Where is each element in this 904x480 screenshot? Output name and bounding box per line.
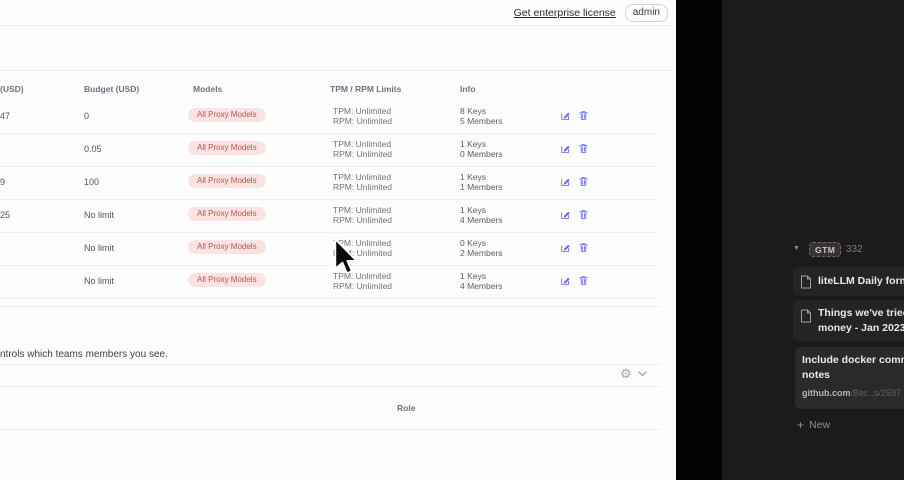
delete-team-icon[interactable] <box>578 242 589 253</box>
limits-cell: TPM: Unlimited RPM: Unlimited <box>333 238 393 258</box>
delete-team-icon[interactable] <box>578 143 589 154</box>
table-row: No limit All Proxy Models TPM: Unlimited… <box>0 265 660 299</box>
info-cell: 1 Keys 4 Members <box>460 271 503 291</box>
delete-team-icon[interactable] <box>578 110 589 121</box>
spend-value: 25 <box>0 210 11 220</box>
note-title: liteLLM Daily forma <box>818 275 904 287</box>
document-icon <box>801 275 811 289</box>
budget-value: 100 <box>84 177 100 187</box>
col-header-spend: (USD) <box>0 84 24 94</box>
table-row: 25 No limit All Proxy Models TPM: Unlimi… <box>0 199 660 233</box>
gtm-group-count: 332 <box>846 244 863 255</box>
info-cell: 1 Keys 1 Members <box>460 172 503 192</box>
section-settings-row: ⚙ <box>620 367 647 380</box>
edit-team-icon[interactable] <box>560 143 571 154</box>
col-header-limits: TPM / RPM Limits <box>330 84 402 94</box>
edit-team-icon[interactable] <box>560 242 571 253</box>
window-gutter <box>676 0 722 480</box>
table-row: 47 0 All Proxy Models TPM: Unlimited RPM:… <box>0 100 660 134</box>
limits-cell: TPM: Unlimited RPM: Unlimited <box>333 139 393 159</box>
info-cell: 1 Keys 0 Members <box>460 139 503 159</box>
row-divider <box>0 429 660 430</box>
collapse-triangle-icon[interactable]: ▼ <box>793 245 800 252</box>
admin-user-button[interactable]: admin <box>624 3 668 22</box>
edit-team-icon[interactable] <box>560 275 571 286</box>
budget-value: 0.05 <box>84 144 102 154</box>
notes-side-panel: ▼ GTM 332 liteLLM Daily forma Things we'… <box>722 0 904 480</box>
table-row: 0.05 All Proxy Models TPM: Unlimited RPM:… <box>0 133 660 167</box>
budget-value: No limit <box>84 276 115 286</box>
models-badge: All Proxy Models <box>188 207 266 221</box>
note-link[interactable]: github.com/Ber...s/2597 <box>802 388 902 398</box>
plus-icon: + <box>797 418 805 432</box>
gtm-group-badge[interactable]: GTM <box>809 242 842 257</box>
section-divider <box>0 386 660 387</box>
edit-team-icon[interactable] <box>560 176 571 187</box>
models-badge: All Proxy Models <box>188 240 266 254</box>
role-column-header: Role <box>397 403 416 413</box>
col-header-info: Info <box>460 84 476 94</box>
table-row: No limit All Proxy Models TPM: Unlimited… <box>0 232 660 266</box>
note-title: Things we've tried <box>818 307 904 319</box>
note-card[interactable]: liteLLM Daily forma <box>793 267 904 296</box>
admin-dashboard-page: Get enterprise license admin (USD) Budge… <box>0 0 676 430</box>
col-header-models: Models <box>193 84 223 94</box>
new-note-button[interactable]: + New <box>797 419 830 431</box>
col-header-budget: Budget (USD) <box>84 84 140 94</box>
team-filter-note: ntrols which teams members you see. <box>0 349 168 360</box>
spend-value: 9 <box>0 177 6 187</box>
limits-cell: TPM: Unlimited RPM: Unlimited <box>333 271 393 291</box>
chevron-down-icon[interactable] <box>638 370 647 377</box>
delete-team-icon[interactable] <box>578 176 589 187</box>
info-cell: 0 Keys 2 Members <box>460 238 503 258</box>
info-cell: 1 Keys 4 Members <box>460 205 503 225</box>
spend-value: 47 <box>0 111 11 121</box>
edit-team-icon[interactable] <box>560 110 571 121</box>
models-badge: All Proxy Models <box>188 273 266 287</box>
top-bar: Get enterprise license admin <box>0 0 676 26</box>
note-card[interactable]: Include docker comma notes github.com/Be… <box>795 347 904 409</box>
table-top-border <box>0 70 676 71</box>
section-divider <box>0 364 660 365</box>
limits-cell: TPM: Unlimited RPM: Unlimited <box>333 205 393 225</box>
note-title: Include docker comma <box>802 354 904 366</box>
budget-value: No limit <box>84 243 115 253</box>
table-row: 9 100 All Proxy Models TPM: Unlimited RPM… <box>0 166 660 200</box>
note-subtitle: money - Jan 2023 <box>818 321 904 334</box>
models-badge: All Proxy Models <box>188 108 266 122</box>
delete-team-icon[interactable] <box>578 275 589 286</box>
models-badge: All Proxy Models <box>188 174 266 188</box>
info-cell: 8 Keys 5 Members <box>460 106 503 126</box>
budget-value: No limit <box>84 210 115 220</box>
table-bottom-border <box>0 306 660 307</box>
models-badge: All Proxy Models <box>188 141 266 155</box>
delete-team-icon[interactable] <box>578 209 589 220</box>
gear-icon[interactable]: ⚙ <box>620 366 632 381</box>
get-enterprise-license-link[interactable]: Get enterprise license <box>513 6 616 19</box>
note-subtitle: notes <box>802 368 831 381</box>
new-note-label: New <box>809 419 831 431</box>
note-card[interactable]: Things we've tried money - Jan 2023 <box>793 300 904 341</box>
limits-cell: TPM: Unlimited RPM: Unlimited <box>333 172 393 192</box>
budget-value: 0 <box>84 111 90 121</box>
limits-cell: TPM: Unlimited RPM: Unlimited <box>333 106 393 126</box>
edit-team-icon[interactable] <box>560 209 571 220</box>
document-icon <box>801 309 811 323</box>
